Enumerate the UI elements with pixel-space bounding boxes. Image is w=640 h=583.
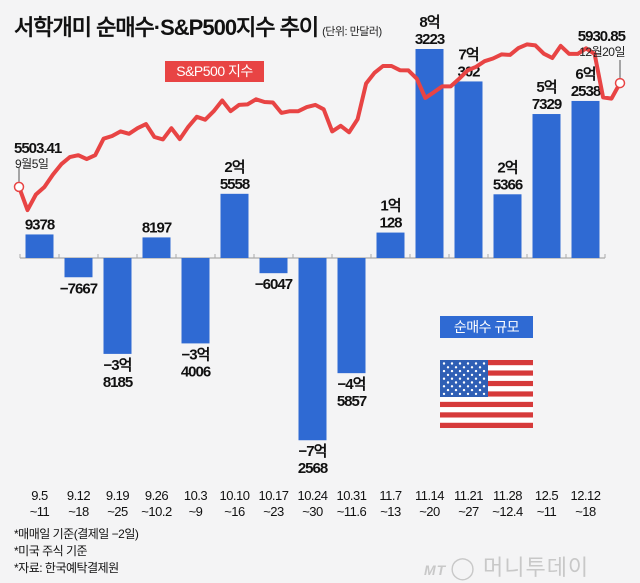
bar-value-label-top: −3억 bbox=[182, 345, 210, 363]
x-tick-label-range: ~12.4 bbox=[492, 504, 523, 519]
bar-value-label-top: 6억 bbox=[575, 65, 595, 83]
footnote: *자료: 한국예탁결제원 bbox=[14, 561, 119, 575]
publisher-logo: MT ◯ 머니투데이 bbox=[424, 550, 589, 582]
bar bbox=[142, 237, 171, 258]
footnote: *미국 주식 기준 bbox=[14, 544, 88, 558]
start-date-label: 9월5일 bbox=[15, 157, 48, 171]
bar-value-label-top: 1억 bbox=[380, 197, 400, 215]
x-tick-label: 10.24 bbox=[297, 488, 327, 503]
logo-mt: MT bbox=[424, 562, 447, 578]
bar-value-label: 5558 bbox=[220, 176, 250, 193]
bar-value-label-top: 2억 bbox=[224, 158, 244, 176]
x-tick-label-range: ~9 bbox=[189, 504, 203, 519]
x-tick-label-range: ~18 bbox=[68, 504, 89, 519]
bar bbox=[376, 232, 405, 258]
unit-label: (단위: 만달러) bbox=[322, 26, 382, 38]
bar bbox=[298, 258, 327, 441]
bar-value-label: 2568 bbox=[298, 460, 328, 477]
sp500-line bbox=[17, 42, 622, 213]
logo-circle-icon: ◯ bbox=[450, 555, 476, 580]
x-tick-label-range: ~16 bbox=[224, 504, 245, 519]
bar-value-label-top: 7억 bbox=[458, 45, 478, 63]
x-tick-label-range: ~30 bbox=[302, 504, 323, 519]
x-tick-label-range: ~11 bbox=[30, 504, 50, 519]
x-tick-label: 9.5 bbox=[31, 488, 48, 503]
logo-name: 머니투데이 bbox=[482, 555, 590, 580]
bar-value-label-top: −3억 bbox=[104, 356, 132, 374]
x-tick-label-range: ~27 bbox=[458, 504, 479, 519]
bar-value-label: 128 bbox=[379, 215, 402, 232]
x-tick-label-range: ~11 bbox=[537, 504, 557, 519]
bar-value-label-top: −4억 bbox=[338, 375, 366, 393]
x-tick-label: 11.14 bbox=[415, 488, 444, 503]
x-tick-label: 11.28 bbox=[493, 488, 522, 503]
end-date-label: 12월20일 bbox=[579, 45, 625, 59]
x-tick-label: 12.5 bbox=[535, 488, 559, 503]
chart: 93789.5~11−76679.12~18−3억81859.19~258197… bbox=[13, 13, 627, 519]
bar-value-label: 4006 bbox=[181, 363, 211, 380]
bar-value-label: 2538 bbox=[571, 83, 601, 100]
bar-value-label-top: −7억 bbox=[299, 442, 327, 460]
x-tick-label: 10.10 bbox=[219, 488, 249, 503]
x-tick-label: 11.7 bbox=[379, 488, 402, 503]
x-tick-label: 9.12 bbox=[67, 488, 91, 503]
start-value-label: 5503.41 bbox=[14, 140, 62, 157]
bar-value-label-top: 5억 bbox=[536, 78, 556, 96]
bar bbox=[454, 81, 483, 259]
title-text: 서학개미 순매수·S&P500지수 추이 bbox=[14, 15, 319, 40]
bar-value-label-top: 2억 bbox=[497, 158, 517, 176]
bar-value-label: 8197 bbox=[142, 219, 172, 236]
bar-value-label: 8185 bbox=[103, 374, 133, 391]
end-point bbox=[614, 77, 626, 89]
x-tick-label: 10.31 bbox=[336, 488, 366, 503]
legend-line-label: S&P500 지수 bbox=[165, 61, 264, 82]
bar-value-label: −6047 bbox=[255, 276, 293, 293]
bar bbox=[25, 234, 54, 258]
bar bbox=[337, 258, 366, 374]
x-tick-label: 9.19 bbox=[106, 488, 130, 503]
bar bbox=[571, 100, 600, 259]
x-tick-label: 11.21 bbox=[454, 488, 483, 503]
bar bbox=[532, 114, 561, 258]
x-tick-label-range: ~20 bbox=[419, 504, 440, 519]
bar-value-label: 5366 bbox=[493, 176, 523, 193]
bar-value-label: 3223 bbox=[415, 31, 445, 48]
x-tick-label: 10.3 bbox=[184, 488, 208, 503]
x-tick-label-range: ~23 bbox=[263, 504, 284, 519]
us-flag-icon bbox=[440, 360, 533, 428]
bar bbox=[259, 258, 288, 274]
bar bbox=[181, 258, 210, 344]
bar bbox=[103, 258, 132, 354]
bar bbox=[64, 258, 93, 278]
x-tick-label-range: ~10.2 bbox=[141, 504, 172, 519]
bar bbox=[220, 193, 249, 258]
bar-value-label-top: 8억 bbox=[419, 13, 439, 31]
x-tick-label-range: ~25 bbox=[107, 504, 128, 519]
x-tick-label-range: ~18 bbox=[575, 504, 596, 519]
bar bbox=[493, 194, 522, 258]
bar-value-label: 5857 bbox=[337, 393, 367, 410]
end-value-label: 5930.85 bbox=[578, 28, 626, 45]
x-tick-label-range: ~13 bbox=[380, 504, 401, 519]
footnotes: *매매일 기준(결제일 −2일) *미국 주식 기준 *자료: 한국예탁결제원 bbox=[14, 526, 139, 577]
x-tick-label: 9.26 bbox=[145, 488, 169, 503]
chart-title: 서학개미 순매수·S&P500지수 추이 (단위: 만달러) bbox=[14, 10, 382, 42]
bar-value-label: 9378 bbox=[25, 216, 55, 233]
x-tick-label-range: ~11.6 bbox=[337, 504, 367, 519]
legend-bar-label: 순매수 규모 bbox=[440, 316, 533, 338]
start-point bbox=[13, 181, 25, 193]
bar-value-label: −7667 bbox=[60, 280, 98, 297]
bar-value-label: 7329 bbox=[532, 96, 562, 113]
footnote: *매매일 기준(결제일 −2일) bbox=[14, 527, 139, 541]
x-tick-label: 12.12 bbox=[570, 488, 600, 503]
x-tick-label: 10.17 bbox=[258, 488, 288, 503]
